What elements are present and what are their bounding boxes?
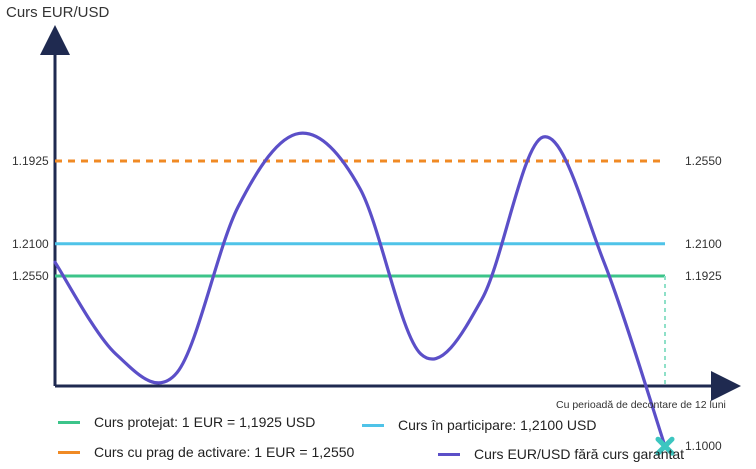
series-line-eurusd bbox=[53, 131, 667, 448]
legend-item-protected: Curs protejat: 1 EUR = 1,1925 USD bbox=[58, 414, 315, 430]
legend-swatch-threshold bbox=[58, 450, 80, 454]
end-value-label: 1.1000 bbox=[685, 439, 722, 453]
legend-label-protected: Curs protejat: 1 EUR = 1,1925 USD bbox=[94, 414, 316, 430]
y-tick-label-left-2: 1.1925 bbox=[12, 154, 49, 168]
legend-label-eurusd: Curs EUR/USD fără curs garantat bbox=[474, 446, 685, 462]
legend-label-participation: Curs în participare: 1,2100 USD bbox=[398, 417, 597, 433]
x-axis-label: Cu perioadă de decontare de 12 luni bbox=[556, 399, 726, 411]
legend-label-threshold: Curs cu prag de activare: 1 EUR = 1,2550 bbox=[94, 444, 355, 460]
legend-item-participation: Curs în participare: 1,2100 USD bbox=[362, 417, 596, 433]
legend-item-eurusd: Curs EUR/USD fără curs garantat bbox=[438, 446, 684, 462]
y-tick-label-left-0: 1.2550 bbox=[12, 269, 49, 283]
y-value-label-right-1: 1.2100 bbox=[685, 237, 722, 251]
legend-swatch-participation bbox=[362, 423, 384, 427]
legend-item-threshold: Curs cu prag de activare: 1 EUR = 1,2550 bbox=[58, 444, 354, 460]
legend-swatch-protected bbox=[58, 420, 80, 424]
y-tick-label-left-1: 1.2100 bbox=[12, 237, 49, 251]
chart-title: Curs EUR/USD bbox=[6, 4, 110, 21]
y-value-label-right-2: 1.2550 bbox=[685, 154, 722, 168]
legend-swatch-eurusd bbox=[438, 452, 460, 456]
y-value-label-right-0: 1.1925 bbox=[685, 269, 722, 283]
end-value-marker-icon bbox=[655, 436, 675, 456]
